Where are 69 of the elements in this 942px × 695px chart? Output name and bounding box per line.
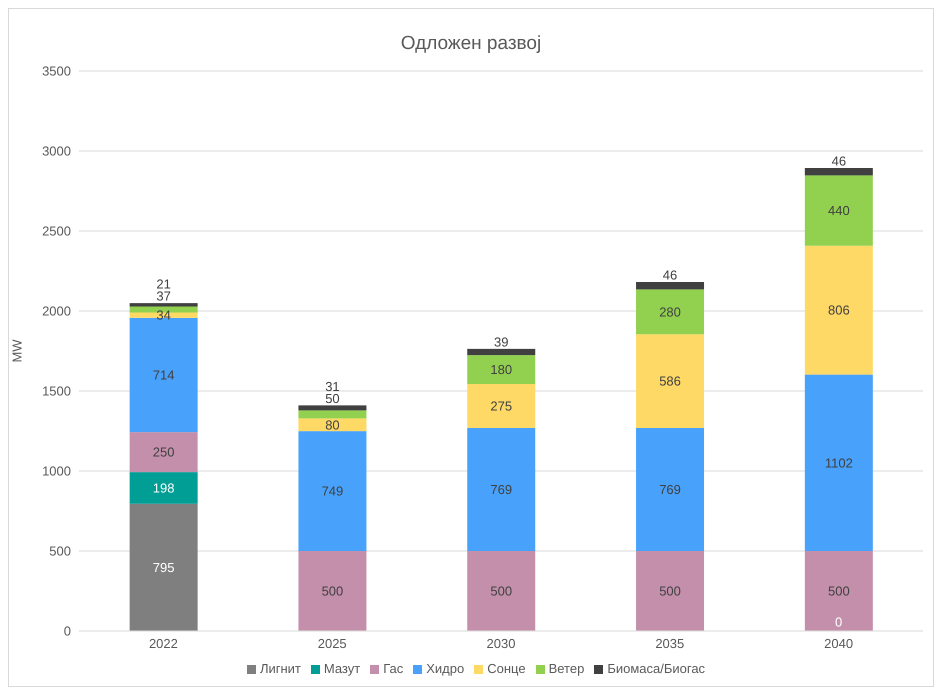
- data-label: 440: [828, 203, 850, 218]
- bar: [636, 289, 704, 334]
- data-label: 500: [659, 584, 681, 598]
- data-label: 500: [828, 584, 850, 598]
- y-tick-label: 1000: [42, 464, 71, 479]
- data-label: 806: [828, 302, 850, 318]
- data-label: 714: [152, 368, 174, 382]
- data-label: 795: [152, 560, 174, 575]
- data-label: 275: [490, 398, 512, 414]
- legend-label: Хидро: [426, 661, 464, 676]
- annotation: 0: [834, 614, 842, 630]
- data-label: 46: [662, 268, 678, 283]
- data-label: 39: [494, 334, 508, 350]
- data-label: 500: [490, 584, 512, 598]
- data-label: 500: [322, 584, 344, 598]
- x-tick-label: 2025: [318, 636, 347, 652]
- data-label: 769: [659, 482, 681, 497]
- bar: [804, 374, 873, 551]
- data-label: 749: [322, 484, 344, 499]
- bar: [804, 175, 873, 246]
- data-label: 198: [152, 480, 174, 496]
- y-tick-label: 3000: [42, 144, 71, 159]
- bar: [130, 504, 198, 631]
- y-tick-label: 3500: [42, 64, 71, 79]
- data-label: 586: [659, 374, 681, 389]
- bar: [130, 312, 198, 318]
- bar: [804, 551, 873, 631]
- legend-label: Лигнит: [260, 661, 301, 676]
- y-tick-label: 500: [49, 544, 71, 559]
- legend-label: Биомаса/Биогас: [607, 661, 706, 676]
- x-tick-label: 2035: [655, 636, 684, 652]
- legend-label: Сонце: [487, 661, 526, 676]
- bar: [298, 405, 366, 410]
- data-label: 769: [490, 482, 512, 497]
- data-label: 250: [152, 444, 174, 460]
- y-tick-label: 2500: [42, 224, 71, 239]
- data-label: 180: [490, 362, 512, 378]
- bar: [298, 551, 366, 631]
- bar: [636, 334, 704, 428]
- data-label: 80: [325, 417, 340, 432]
- bar: [467, 348, 536, 356]
- bar: [130, 432, 198, 472]
- bar: [636, 551, 704, 631]
- y-tick-label: 1500: [42, 384, 71, 399]
- bar: [804, 168, 873, 176]
- y-tick-label: 2000: [42, 304, 71, 319]
- bar: [636, 428, 704, 551]
- legend-label: Ветер: [548, 661, 584, 676]
- data-label: 280: [659, 304, 681, 320]
- x-tick-label: 2040: [824, 636, 854, 652]
- legend-label: Гас: [383, 661, 404, 676]
- bar: [467, 428, 536, 551]
- bar: [298, 431, 366, 551]
- legend-label: Мазут: [324, 661, 360, 676]
- bar: [804, 246, 873, 375]
- chart-title: Одложен развој: [400, 33, 542, 55]
- y-tick-label: 0: [64, 624, 71, 639]
- data-label: 1102: [824, 455, 853, 470]
- bar: [130, 472, 198, 504]
- y-axis-title: MW: [10, 338, 25, 363]
- bar: [130, 303, 198, 307]
- data-label: 46: [832, 153, 846, 168]
- bar: [636, 282, 704, 290]
- x-tick-label: 2022: [148, 636, 178, 652]
- bar: [467, 551, 536, 631]
- x-tick-label: 2030: [486, 636, 516, 652]
- bar: [467, 355, 536, 384]
- bar: [467, 384, 536, 428]
- bar: [298, 410, 366, 418]
